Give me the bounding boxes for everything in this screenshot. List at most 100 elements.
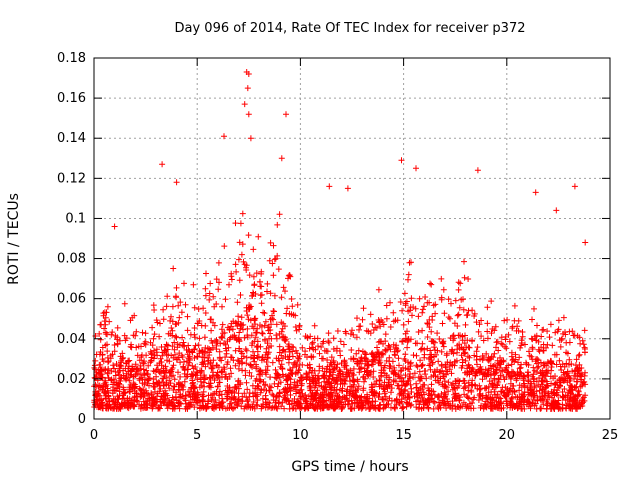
data-point xyxy=(480,405,487,412)
data-point xyxy=(575,352,582,359)
data-point xyxy=(227,334,234,341)
data-point xyxy=(516,387,523,394)
data-point xyxy=(160,365,167,372)
data-point xyxy=(234,299,241,306)
data-point xyxy=(198,368,205,375)
data-point xyxy=(488,330,495,337)
data-point xyxy=(537,405,544,412)
data-point xyxy=(426,324,433,331)
data-point xyxy=(463,405,470,412)
data-point xyxy=(278,361,285,368)
data-point xyxy=(540,326,547,333)
data-point xyxy=(334,345,340,352)
data-point xyxy=(216,388,223,395)
data-point xyxy=(382,347,389,354)
data-point xyxy=(378,372,385,379)
data-point xyxy=(284,381,291,388)
data-point xyxy=(266,335,272,342)
data-point xyxy=(306,369,313,376)
data-point xyxy=(415,387,422,394)
data-point xyxy=(560,394,567,401)
data-point xyxy=(385,401,392,407)
data-point xyxy=(479,376,486,383)
data-point xyxy=(115,369,121,376)
data-point xyxy=(283,310,290,317)
data-point xyxy=(530,375,537,382)
data-point xyxy=(460,377,467,384)
data-point xyxy=(522,341,528,348)
data-point xyxy=(208,365,215,372)
data-point xyxy=(228,323,234,330)
data-point xyxy=(236,239,243,246)
data-point xyxy=(538,333,545,340)
data-point xyxy=(202,310,209,316)
data-point xyxy=(494,382,501,389)
data-point xyxy=(357,323,364,330)
data-point xyxy=(246,272,253,279)
data-point xyxy=(329,371,336,378)
data-point xyxy=(206,296,213,303)
data-point xyxy=(303,370,310,377)
data-point xyxy=(519,329,526,335)
data-point xyxy=(452,359,459,365)
data-point xyxy=(276,211,283,218)
data-point xyxy=(307,364,314,371)
data-point xyxy=(286,385,293,392)
data-point xyxy=(194,389,201,396)
data-point xyxy=(394,347,401,354)
data-point xyxy=(223,395,230,402)
data-point xyxy=(316,395,323,402)
data-point xyxy=(403,335,409,342)
data-point xyxy=(416,295,423,302)
data-point xyxy=(404,344,411,351)
data-point xyxy=(395,382,402,389)
data-point xyxy=(462,384,469,390)
data-point xyxy=(239,241,246,248)
data-point xyxy=(170,354,177,361)
data-point xyxy=(422,294,429,300)
data-point xyxy=(377,323,384,330)
data-point xyxy=(432,373,439,380)
data-point xyxy=(278,328,285,335)
axis-ticks: 0 0.02 0.04 0.06 0.08 0.1 0.12 0.14 0.16 0.18 0 5 10… xyxy=(57,51,618,443)
data-point xyxy=(165,397,172,404)
data-point xyxy=(404,338,411,345)
data-point xyxy=(259,395,266,402)
data-point xyxy=(244,397,251,403)
data-point xyxy=(136,357,143,364)
data-point xyxy=(524,396,531,403)
data-point xyxy=(248,342,255,349)
data-point xyxy=(238,322,245,329)
data-point xyxy=(406,259,413,266)
data-point xyxy=(131,401,138,408)
data-point xyxy=(350,331,357,338)
data-point xyxy=(252,321,259,328)
data-point xyxy=(314,387,321,394)
data-point xyxy=(184,327,191,334)
data-point xyxy=(491,370,498,377)
data-point xyxy=(554,401,561,408)
data-point xyxy=(108,331,115,338)
data-point xyxy=(477,385,484,392)
data-point xyxy=(117,403,124,410)
data-point xyxy=(509,357,516,364)
data-point xyxy=(257,389,264,396)
data-point xyxy=(397,375,403,382)
data-point xyxy=(151,355,157,362)
data-point xyxy=(311,367,318,374)
data-point xyxy=(544,341,551,348)
data-point xyxy=(257,368,264,374)
data-point xyxy=(151,347,157,354)
data-point xyxy=(390,378,397,385)
data-point xyxy=(128,344,135,351)
data-point xyxy=(307,387,314,394)
data-point xyxy=(271,292,278,299)
data-point xyxy=(459,333,466,340)
data-point xyxy=(102,390,109,396)
data-point xyxy=(246,304,253,311)
data-point xyxy=(104,369,111,376)
data-point xyxy=(199,398,206,405)
data-point xyxy=(410,352,417,359)
data-point xyxy=(294,350,301,357)
data-point xyxy=(127,317,134,324)
